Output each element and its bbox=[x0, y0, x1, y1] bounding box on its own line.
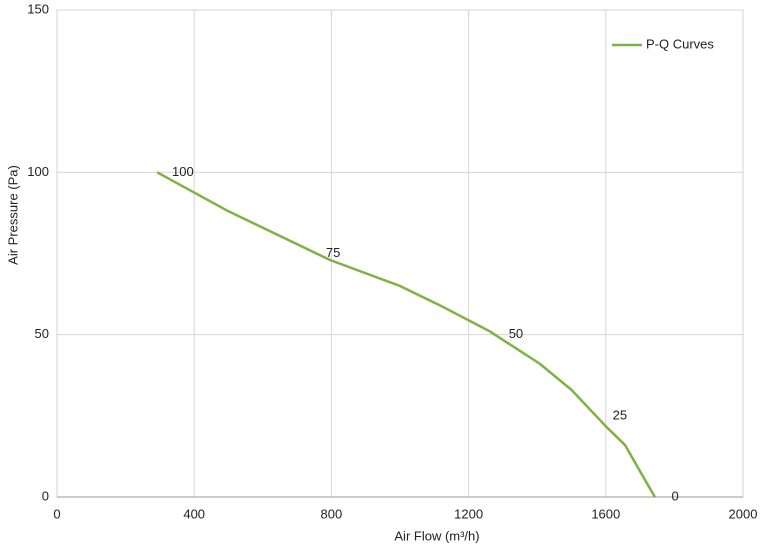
y-axis-title: Air Pressure (Pa) bbox=[5, 165, 20, 265]
plot-area bbox=[56, 9, 744, 498]
x-tick-label: 2000 bbox=[729, 506, 758, 521]
x-tick-label: 400 bbox=[183, 506, 205, 521]
y-tick-label: 100 bbox=[27, 164, 49, 179]
annotation: 100 bbox=[172, 164, 194, 179]
annotation: 50 bbox=[509, 326, 523, 341]
x-tick-label: 1200 bbox=[454, 506, 483, 521]
y-tick-label: 50 bbox=[35, 326, 49, 341]
x-tick-label: 0 bbox=[53, 506, 60, 521]
x-axis-title: Air Flow (m³/h) bbox=[394, 528, 479, 543]
x-tick-label: 800 bbox=[321, 506, 343, 521]
y-tick-label: 0 bbox=[42, 488, 49, 503]
x-tick-label: 1600 bbox=[591, 506, 620, 521]
annotation: 0 bbox=[671, 488, 678, 503]
annotation: 75 bbox=[326, 245, 340, 260]
annotation: 25 bbox=[613, 407, 627, 422]
line-series bbox=[156, 171, 656, 498]
y-tick-label: 150 bbox=[27, 1, 49, 16]
legend-label: P-Q Curves bbox=[646, 36, 714, 51]
